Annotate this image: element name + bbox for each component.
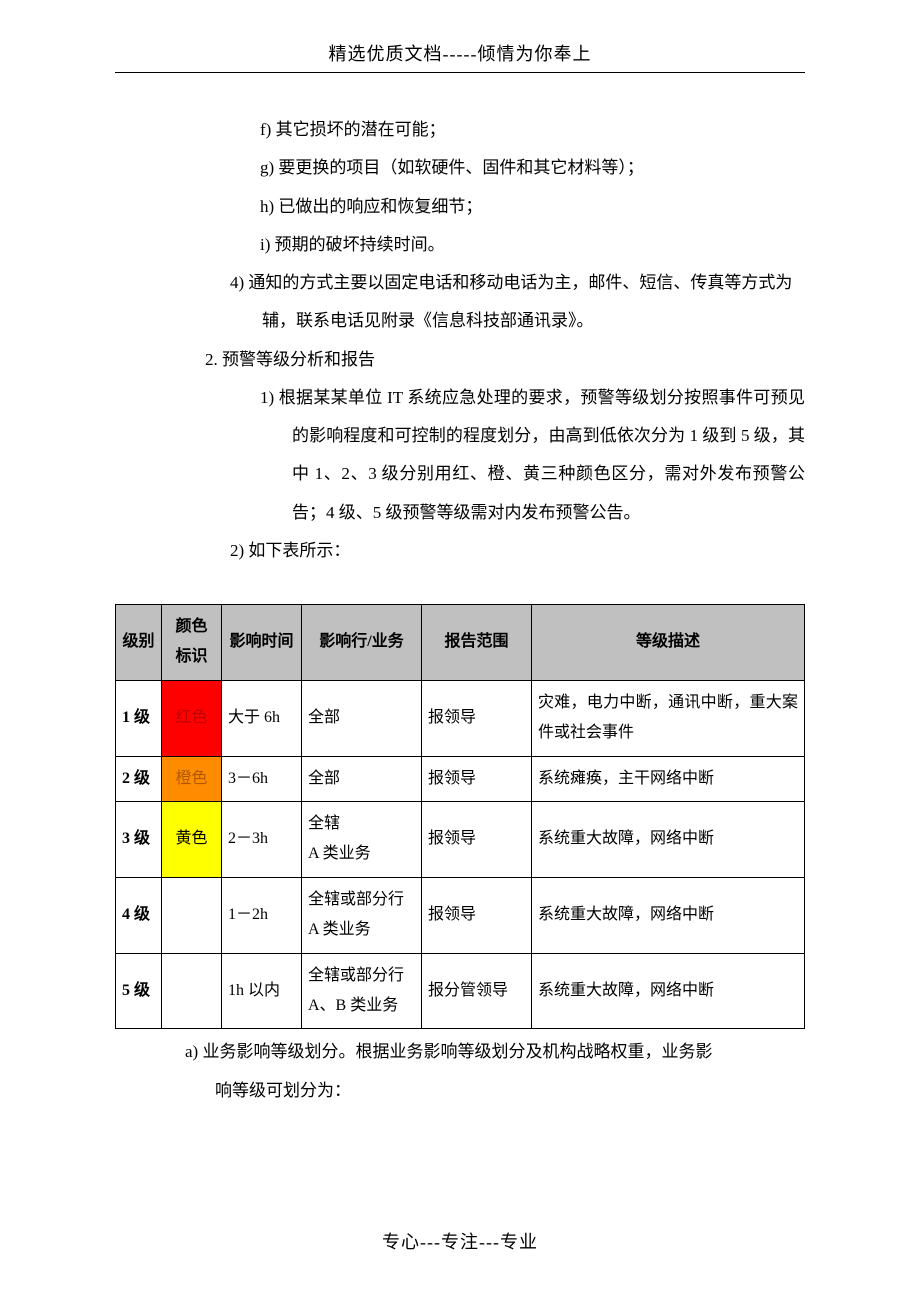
table-header-cell: 影响行/业务: [302, 605, 422, 681]
table-header-cell: 影响时间: [222, 605, 302, 681]
body-line: g) 要更换的项目（如软硬件、固件和其它材料等）；: [115, 149, 805, 187]
table-cell: 红色: [162, 680, 222, 756]
table-cell: 橙色: [162, 756, 222, 801]
table-cell: 4 级: [116, 877, 162, 953]
page-footer: 专心---专注---专业: [0, 1228, 920, 1254]
table-row: 1 级红色大于 6h全部报领导灾难，电力中断，通讯中断，重大案件或社会事件: [116, 680, 805, 756]
table-cell: [162, 877, 222, 953]
table-cell: 1h 以内: [222, 953, 302, 1029]
table-cell: 报领导: [422, 756, 532, 801]
document-page: 精选优质文档-----倾情为你奉上 f) 其它损坏的潜在可能；g) 要更换的项目…: [0, 0, 920, 1110]
table-row: 3 级黄色2－3h全辖A 类业务报领导系统重大故障，网络中断: [116, 801, 805, 877]
table-cell: 系统重大故障，网络中断: [532, 877, 805, 953]
table-cell: 1 级: [116, 680, 162, 756]
table-cell: 大于 6h: [222, 680, 302, 756]
alert-level-table: 级别颜色标识影响时间影响行/业务报告范围等级描述 1 级红色大于 6h全部报领导…: [115, 604, 805, 1029]
alert-level-table-wrap: 级别颜色标识影响时间影响行/业务报告范围等级描述 1 级红色大于 6h全部报领导…: [115, 604, 805, 1029]
table-row: 5 级 1h 以内全辖或部分行A、B 类业务报分管领导系统重大故障，网络中断: [116, 953, 805, 1029]
page-header: 精选优质文档-----倾情为你奉上: [115, 40, 805, 73]
table-cell: 全部: [302, 680, 422, 756]
table-header-cell: 颜色标识: [162, 605, 222, 681]
table-cell: 3 级: [116, 801, 162, 877]
table-header-cell: 等级描述: [532, 605, 805, 681]
table-cell: 报领导: [422, 801, 532, 877]
after-table-line: 响等级可划分为：: [115, 1072, 805, 1110]
after-table-text: a) 业务影响等级划分。根据业务影响等级划分及机构战略权重，业务影响等级可划分为…: [115, 1033, 805, 1110]
table-cell: 2－3h: [222, 801, 302, 877]
body-line: h) 已做出的响应和恢复细节；: [115, 188, 805, 226]
table-cell: 全辖或部分行A、B 类业务: [302, 953, 422, 1029]
table-cell: 报领导: [422, 680, 532, 756]
table-cell: 报分管领导: [422, 953, 532, 1029]
after-table-line: a) 业务影响等级划分。根据业务影响等级划分及机构战略权重，业务影: [115, 1033, 805, 1071]
table-row: 2 级橙色3－6h全部报领导系统瘫痪，主干网络中断: [116, 756, 805, 801]
table-cell: [162, 953, 222, 1029]
table-cell: 5 级: [116, 953, 162, 1029]
body-line: 1) 根据某某单位 IT 系统应急处理的要求，预警等级划分按照事件可预见的影响程…: [115, 379, 805, 532]
table-cell: 2 级: [116, 756, 162, 801]
table-cell: 黄色: [162, 801, 222, 877]
table-row: 4 级 1－2h全辖或部分行A 类业务报领导系统重大故障，网络中断: [116, 877, 805, 953]
body-line: 2. 预警等级分析和报告: [115, 341, 805, 379]
table-header-cell: 报告范围: [422, 605, 532, 681]
table-cell: 系统瘫痪，主干网络中断: [532, 756, 805, 801]
table-header-cell: 级别: [116, 605, 162, 681]
table-cell: 全部: [302, 756, 422, 801]
table-cell: 灾难，电力中断，通讯中断，重大案件或社会事件: [532, 680, 805, 756]
table-cell: 系统重大故障，网络中断: [532, 801, 805, 877]
body-line: f) 其它损坏的潜在可能；: [115, 111, 805, 149]
table-cell: 3－6h: [222, 756, 302, 801]
body-line: 2) 如下表所示：: [115, 532, 805, 570]
body-line: i) 预期的破坏持续时间。: [115, 226, 805, 264]
table-cell: 报领导: [422, 877, 532, 953]
table-cell: 1－2h: [222, 877, 302, 953]
body-text: f) 其它损坏的潜在可能；g) 要更换的项目（如软硬件、固件和其它材料等）；h)…: [115, 111, 805, 570]
table-cell: 全辖A 类业务: [302, 801, 422, 877]
table-cell: 系统重大故障，网络中断: [532, 953, 805, 1029]
body-line: 4) 通知的方式主要以固定电话和移动电话为主，邮件、短信、传真等方式为辅，联系电…: [115, 264, 805, 341]
table-cell: 全辖或部分行A 类业务: [302, 877, 422, 953]
